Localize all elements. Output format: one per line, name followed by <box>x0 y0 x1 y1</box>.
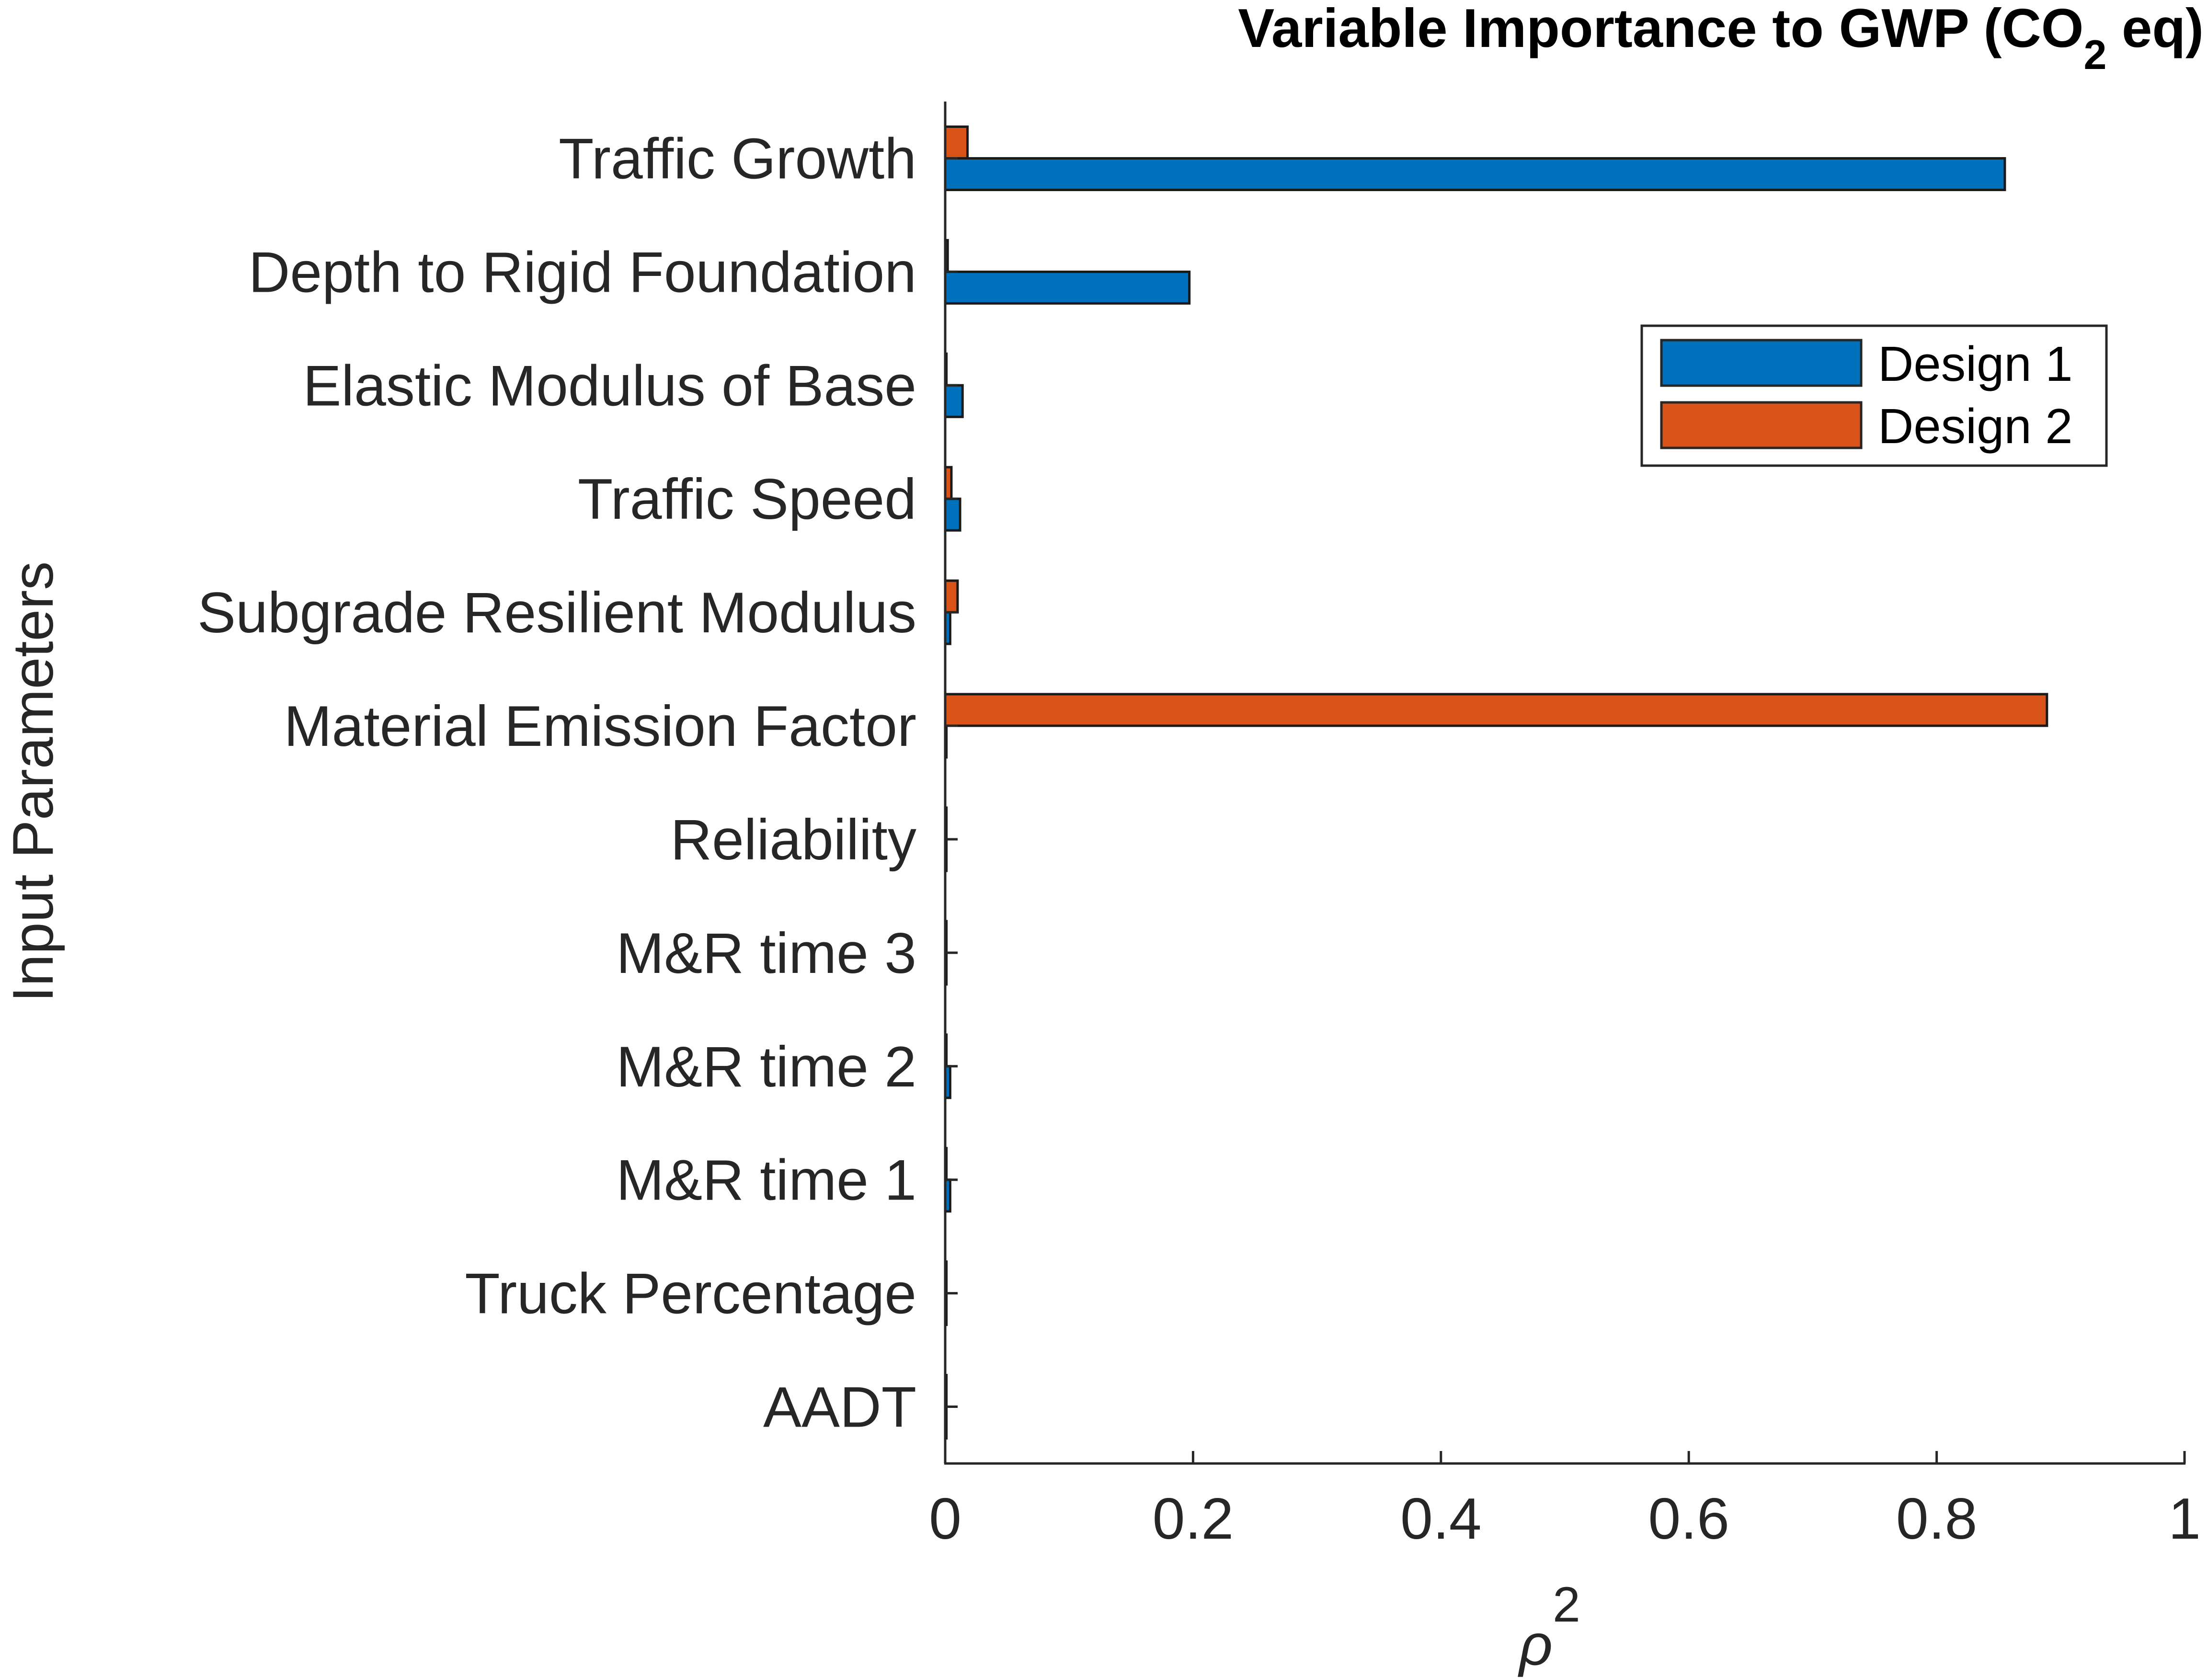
y-axis-title: Input Parameters <box>1 561 65 1002</box>
y-tick-label: Depth to Rigid Foundation <box>249 240 916 304</box>
y-tick-label: AADT <box>763 1375 916 1440</box>
x-tick-label: 0.4 <box>1400 1486 1482 1551</box>
legend-swatch-design-1 <box>1660 339 1863 387</box>
x-axis-title: ρ2 <box>1518 1577 1580 1677</box>
x-tick-label: 1 <box>2168 1486 2201 1551</box>
x-tick-label: 0.2 <box>1153 1486 1234 1551</box>
y-tick-label: Elastic Modulus of Base <box>303 354 916 418</box>
y-tick-label: Reliability <box>670 808 916 872</box>
bar-design-2 <box>944 579 959 614</box>
y-tick-label: Traffic Speed <box>578 467 916 531</box>
x-tick-label: 0.8 <box>1896 1486 1978 1551</box>
y-tick-label: Traffic Growth <box>559 126 916 191</box>
x-axis-title-symbol: ρ <box>1518 1612 1553 1677</box>
bar-design-2 <box>944 125 969 160</box>
chart-title-main: Variable Importance to GWP (CO <box>1238 0 2083 59</box>
y-tick-label: Truck Percentage <box>465 1262 916 1326</box>
bar-design-1 <box>944 384 964 418</box>
chart-title-subscript: 2 <box>2083 32 2106 78</box>
y-tick-label: M&R time 1 <box>616 1148 916 1212</box>
y-tick-label: Material Emission Factor <box>284 694 916 758</box>
legend: Design 1 Design 2 <box>1640 324 2108 467</box>
legend-label-design-2: Design 2 <box>1878 399 2073 454</box>
bar-design-1 <box>944 270 1191 305</box>
bar-design-2 <box>944 693 2048 727</box>
chart-title-end: eq) <box>2106 0 2204 59</box>
y-tick-label: Subgrade Resilient Modulus <box>197 581 916 645</box>
x-tick-label: 0 <box>929 1486 961 1551</box>
legend-label-design-1: Design 1 <box>1878 336 2073 391</box>
bar-design-1 <box>944 157 2006 191</box>
chart-title: Variable Importance to GWP (CO2 eq) <box>1238 0 2204 78</box>
y-tick-label: M&R time 2 <box>616 1035 916 1099</box>
bar-design-1 <box>944 497 961 532</box>
y-tick-label: M&R time 3 <box>616 921 916 985</box>
plot-area: Traffic Growth Depth to Rigid Foundation E… <box>197 102 2201 1551</box>
x-axis-title-superscript: 2 <box>1553 1577 1580 1633</box>
x-tick-label: 0.6 <box>1648 1486 1729 1551</box>
legend-swatch-design-2 <box>1660 401 1863 449</box>
